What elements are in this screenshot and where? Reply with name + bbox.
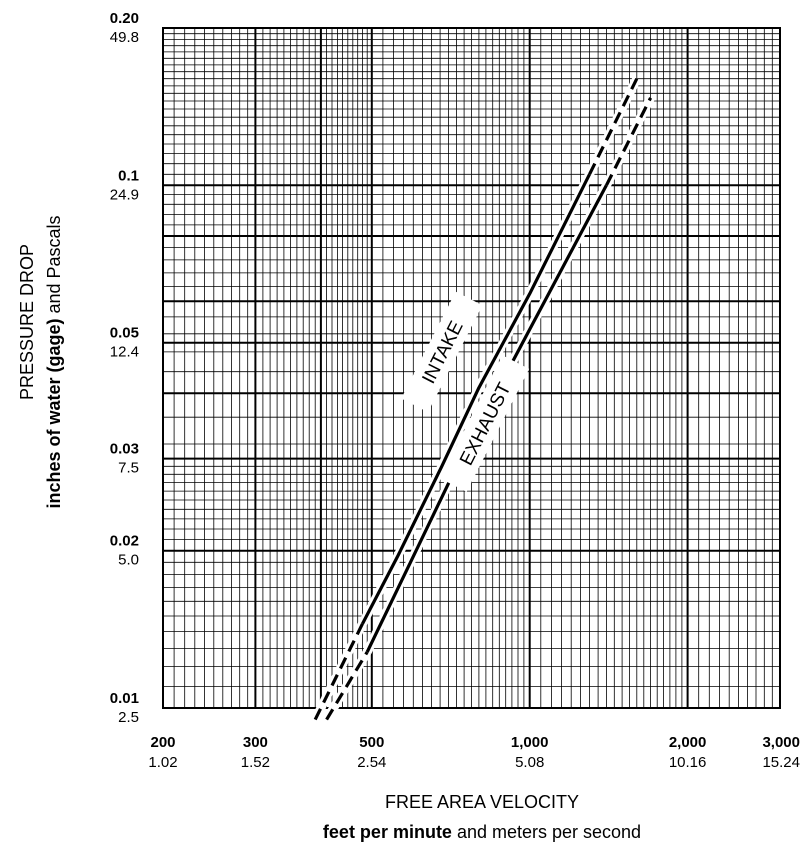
y-tick-sublabel: 7.5 — [118, 460, 139, 477]
y-tick-label: 0.20 — [110, 10, 139, 27]
y-tick-sublabel: 49.8 — [110, 29, 139, 46]
major-grid — [163, 28, 780, 708]
y-tick-sublabel: 12.4 — [110, 344, 139, 361]
x-tick-sublabel: 1.02 — [148, 754, 177, 771]
x-tick-label: 500 — [359, 734, 384, 751]
curve-label-background — [439, 355, 530, 492]
x-tick-sublabel: 10.16 — [669, 754, 707, 771]
y-tick-label: 0.01 — [110, 690, 139, 707]
curve-exhaust-dashed-low — [325, 651, 369, 721]
curve-label-background — [401, 291, 483, 413]
y-axis-title: PRESSURE DROP — [17, 244, 37, 400]
plot-border — [162, 27, 781, 709]
x-tick-sublabel: 1.52 — [241, 754, 270, 771]
x-tick-label: 300 — [243, 734, 268, 751]
y-tick-labels: 0.20 49.8 0.1 24.9 0.05 12.4 0.03 7.5 0.02 5.0 0.0… — [110, 10, 139, 726]
curve-halo-intake — [585, 76, 641, 177]
x-tick-label: 200 — [150, 734, 175, 751]
curve-halo-intake — [311, 621, 367, 722]
y-tick-label: 0.1 — [118, 167, 139, 184]
y-axis-subtitle-rest: and Pascals — [44, 215, 64, 318]
x-tick-label: 1,000 — [511, 734, 549, 751]
curve-intake-solid — [361, 173, 591, 625]
x-axis-title: FREE AREA VELOCITY — [385, 792, 579, 812]
y-tick-label: 0.05 — [110, 325, 139, 342]
y-tick-sublabel: 2.5 — [118, 709, 139, 726]
x-axis-subtitle-bold: feet per minute — [323, 822, 452, 842]
x-tick-sublabel: 15.24 — [762, 754, 800, 771]
x-tick-label: 3,000 — [762, 734, 800, 751]
y-tick-sublabel: 5.0 — [118, 552, 139, 569]
x-tick-sublabel: 5.08 — [515, 754, 544, 771]
y-tick-sublabel: 24.9 — [110, 186, 139, 203]
y-tick-label: 0.02 — [110, 533, 139, 550]
x-axis-subtitle-rest: and meters per second — [452, 822, 641, 842]
y-tick-label: 0.03 — [110, 441, 139, 458]
x-tick-labels: 200 1.02 300 1.52 500 2.54 1,000 5.08 2,000 10.16… — [148, 734, 800, 771]
y-axis-subtitle: inches of water (gage) and Pascals — [44, 215, 64, 508]
x-axis-subtitle: feet per minute and meters per second — [323, 822, 641, 842]
x-tick-sublabel: 2.54 — [357, 754, 386, 771]
curve-exhaust-dashed-high — [604, 97, 653, 187]
y-axis-subtitle-bold: inches of water (gage) — [44, 319, 64, 509]
x-tick-label: 2,000 — [669, 734, 707, 751]
